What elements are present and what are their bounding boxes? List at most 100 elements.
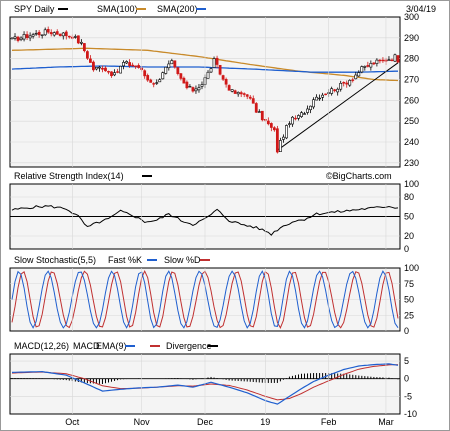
candle-body	[318, 97, 321, 100]
x-tick-label: 19	[260, 417, 270, 427]
candle-body	[182, 77, 186, 84]
candle-body	[158, 79, 162, 83]
candle-body	[197, 87, 201, 91]
candle-body	[227, 85, 231, 91]
candle-body	[339, 83, 343, 90]
candle-body	[363, 66, 367, 68]
rsi-y-tick: 0	[404, 244, 409, 254]
x-tick-label: Dec	[197, 417, 214, 427]
price-y-tick: 260	[404, 95, 419, 105]
candle-body	[125, 61, 128, 64]
fast-k-label: Fast %K	[108, 255, 142, 265]
candle-body	[354, 74, 358, 80]
candle-body	[336, 88, 340, 93]
candle-body	[375, 59, 379, 64]
candle-body	[260, 110, 264, 121]
price-y-tick: 290	[404, 33, 419, 43]
x-tick-label: Oct	[65, 417, 80, 427]
price-panel: 230 240 250 260 270 280 290 300	[9, 12, 419, 168]
candle-body	[101, 67, 104, 70]
price-y-tick: 300	[404, 12, 419, 22]
candle-body	[321, 94, 325, 98]
rsi-header: Relative Strength Index(14) ©BigCharts.c…	[14, 171, 392, 181]
candle-body	[303, 113, 306, 115]
candle-body	[342, 82, 346, 84]
candle-body	[161, 72, 165, 80]
candle-body	[61, 32, 65, 37]
candle-body	[131, 64, 135, 67]
stoch-y-tick: 0	[404, 326, 409, 336]
candle-body	[10, 37, 14, 40]
candle-body	[58, 33, 62, 37]
x-tick-label: Feb	[321, 417, 337, 427]
candle-body	[179, 73, 183, 79]
candle-body	[272, 127, 276, 131]
candle-body	[206, 71, 210, 79]
candle-body	[143, 70, 147, 77]
candle-body	[110, 71, 113, 77]
candle-body	[288, 123, 291, 125]
candle-body	[188, 86, 192, 88]
candle-body	[13, 36, 17, 39]
stoch-panel: 0 25 50 75 100	[9, 263, 419, 336]
candle-body	[278, 140, 282, 152]
stoch-title: Slow Stochastic(5,5)	[14, 255, 96, 265]
candle-body	[122, 62, 125, 67]
ema-label: EMA(9)	[96, 341, 127, 351]
candle-body	[25, 34, 29, 39]
candle-body	[64, 31, 68, 37]
candle-body	[254, 103, 258, 113]
candle-body	[330, 88, 334, 94]
candle-body	[95, 66, 98, 70]
candle-body	[176, 67, 180, 74]
candle-body	[233, 90, 237, 94]
candle-body	[369, 63, 373, 68]
macd-y-tick: -5	[404, 391, 412, 401]
sma200-legend-label: SMA(200)	[157, 4, 198, 14]
candle-body	[76, 35, 80, 44]
candle-body	[396, 55, 400, 63]
candle-body	[236, 92, 240, 95]
candle-body	[245, 94, 249, 97]
candle-body	[378, 59, 382, 62]
candle-body	[16, 36, 20, 41]
x-axis: Oct Nov Dec 19 Feb Mar	[65, 17, 394, 427]
candle-body	[191, 87, 195, 92]
candle-body	[239, 92, 243, 95]
macd-y-tick: 0	[404, 374, 409, 384]
rsi-y-tick: 80	[404, 192, 414, 202]
rsi-y-tick: 20	[404, 231, 414, 241]
candle-body	[164, 66, 168, 74]
candle-body	[306, 108, 309, 113]
candle-body	[119, 65, 122, 74]
candle-body	[31, 34, 35, 37]
candle-body	[242, 93, 246, 95]
candle-body	[89, 58, 92, 63]
candle-body	[43, 29, 47, 36]
candle-body	[46, 29, 50, 33]
candle-body	[98, 66, 101, 69]
candle-body	[324, 93, 328, 96]
candle-body	[348, 79, 352, 86]
candle-body	[372, 62, 376, 65]
price-y-tick: 230	[404, 158, 419, 168]
divergence-label: Divergence	[166, 341, 212, 351]
candle-body	[251, 98, 255, 104]
candle-body	[113, 72, 116, 76]
candle-body	[215, 57, 219, 65]
price-y-tick: 250	[404, 116, 419, 126]
price-y-axis: 230 240 250 260 270 280 290 300	[404, 12, 419, 168]
candle-body	[248, 96, 252, 99]
slow-d-label: Slow %D	[164, 255, 201, 265]
candle-body	[134, 65, 138, 67]
price-y-tick: 240	[404, 137, 419, 147]
candle-body	[275, 128, 279, 153]
candle-body	[285, 125, 288, 139]
candle-body	[200, 84, 204, 87]
candle-body	[209, 68, 213, 73]
candle-body	[221, 75, 225, 80]
price-header: SPY Daily SMA(100) SMA(200) 3/04/19	[14, 4, 436, 14]
candle-body	[146, 75, 150, 81]
x-tick-label: Mar	[378, 417, 394, 427]
